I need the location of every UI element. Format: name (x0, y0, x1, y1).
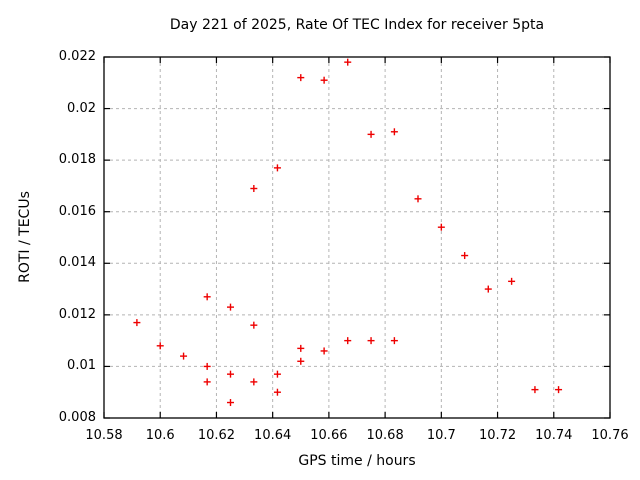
x-tick-label: 10.62 (197, 428, 236, 443)
y-tick-label: 0.01 (67, 358, 96, 374)
plot-border (103, 56, 611, 419)
y-tick-label: 0.018 (58, 152, 96, 168)
y-tick-label: 0.016 (58, 203, 96, 219)
y-tick-label: 0.02 (67, 100, 96, 116)
x-tick-label: 10.74 (535, 428, 573, 443)
y-tick-label: 0.012 (58, 306, 96, 322)
x-tick-label: 10.76 (591, 428, 629, 443)
x-tick-label: 10.58 (85, 428, 123, 443)
y-tick-label: 0.014 (58, 255, 96, 271)
x-tick-label: 10.64 (254, 428, 292, 443)
x-tick-label: 10.66 (310, 428, 348, 443)
x-axis-label: GPS time / hours (298, 453, 416, 469)
x-tick-label: 10.72 (478, 428, 517, 443)
chart-title: Day 221 of 2025, Rate Of TEC Index for r… (169, 17, 545, 33)
x-tick-label: 10.68 (366, 428, 404, 443)
x-tick-label: 10.7 (426, 428, 456, 443)
y-tick-label: 0.022 (58, 49, 96, 64)
x-tick-label: 10.6 (145, 428, 175, 443)
y-tick-label: 0.008 (58, 410, 96, 425)
